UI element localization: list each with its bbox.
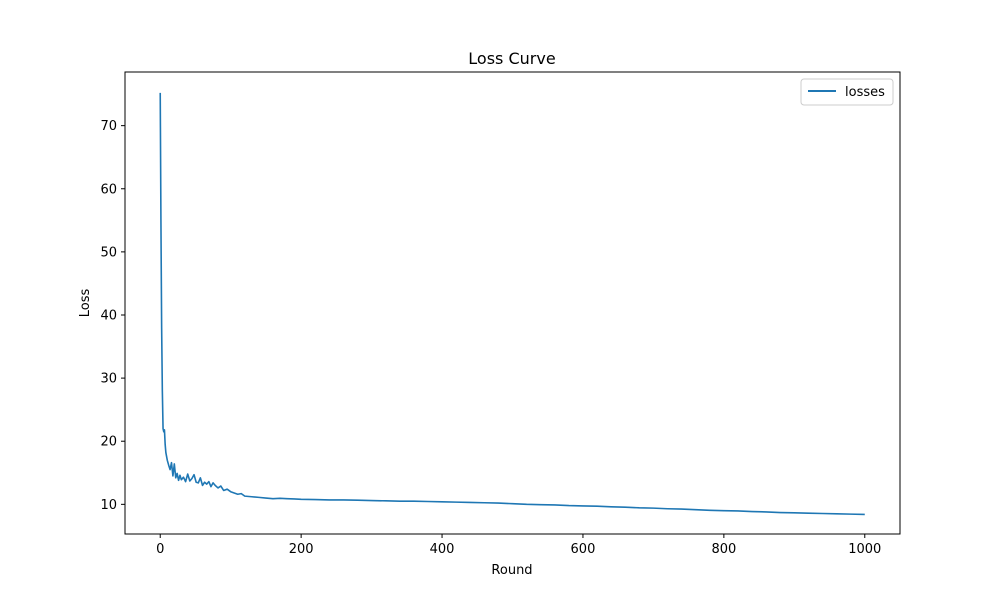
y-tick-label: 40 (100, 308, 117, 323)
x-tick-label: 400 (430, 542, 455, 557)
x-tick-label: 1000 (848, 542, 881, 557)
x-tick-label: 600 (571, 542, 596, 557)
series-layer (159, 92, 865, 516)
y-axis-label: Loss (78, 289, 93, 318)
y-axis: 10 20 30 40 50 60 70 (100, 119, 125, 513)
x-axis: 0 200 400 600 800 1000 (156, 534, 881, 557)
y-tick-label: 10 (100, 498, 117, 513)
x-axis-label: Round (491, 563, 532, 578)
y-tick-label: 30 (100, 372, 117, 387)
axes-frame (124, 71, 901, 535)
chart-title: Loss Curve (468, 49, 555, 68)
series-line-losses (159, 92, 865, 516)
x-tick-label: 800 (711, 542, 736, 557)
plot-area (124, 71, 901, 535)
y-tick-label: 50 (100, 245, 117, 260)
legend: losses (800, 78, 894, 106)
y-tick-label: 60 (100, 182, 117, 197)
legend-label-losses: losses (845, 85, 885, 100)
x-tick-label: 200 (289, 542, 314, 557)
legend-box (800, 78, 894, 106)
x-tick-label: 0 (156, 542, 164, 557)
y-tick-label: 20 (100, 435, 117, 450)
y-tick-label: 70 (100, 119, 117, 134)
